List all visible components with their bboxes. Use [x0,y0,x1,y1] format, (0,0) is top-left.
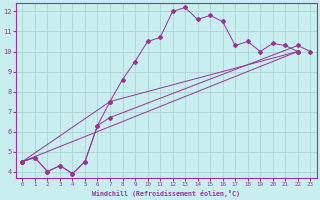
X-axis label: Windchill (Refroidissement éolien,°C): Windchill (Refroidissement éolien,°C) [92,190,240,197]
